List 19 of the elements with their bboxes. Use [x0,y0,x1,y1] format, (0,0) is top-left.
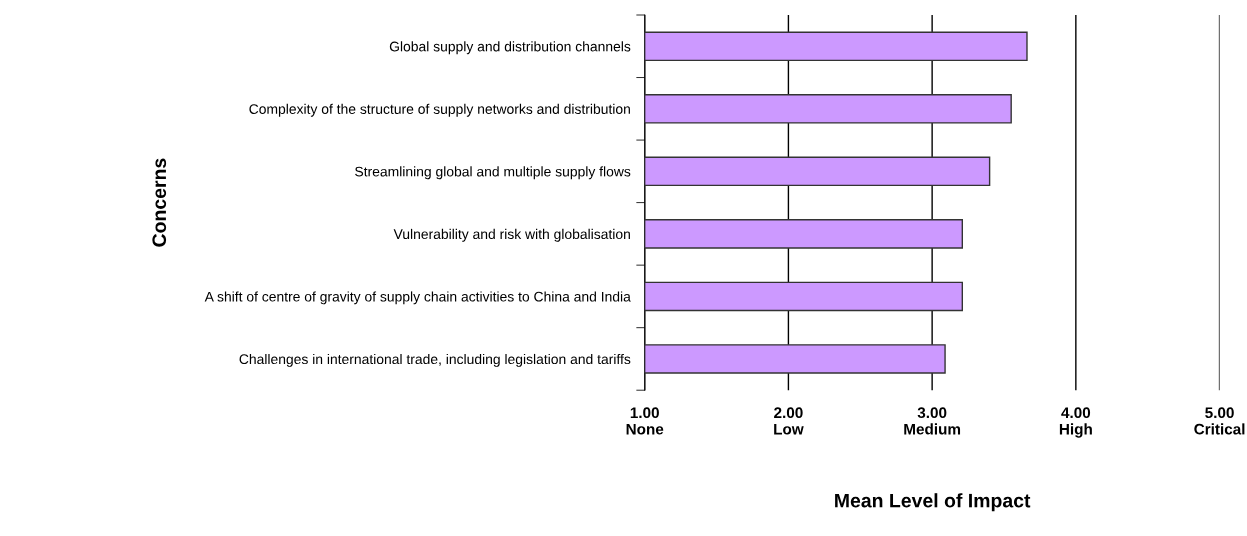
x-axis-title: Mean Level of Impact [835,493,1031,512]
x-tick-label: 4.00 High [1059,407,1092,438]
bar [644,31,1028,62]
x-tick-label: 1.00 None [626,407,664,435]
y-tick-label: Challenges in international trade, including legislation and tariffs [239,353,631,367]
bar [644,281,964,312]
bar [644,94,1012,124]
y-tick-label: Streamlining global and multiple supply flows [355,166,631,180]
x-tick-label: 2.00 Low [774,407,804,435]
y-tick-label: Global supply and distribution channels [389,41,631,55]
y-tick-label: Complexity of the structure of supply networks and distribution [249,103,630,117]
y-axis-title: Concerns [152,158,167,247]
y-tick-label: A shift of centre of gravity of supply chain activities to China and India [204,291,631,305]
bar [644,344,946,374]
x-tick-label: 3.00 Medium [904,407,961,435]
y-tick-label: Vulnerability and risk with globalisation [393,228,630,242]
x-tick-label: 5.00 Critical [1194,407,1245,435]
bar [644,156,991,187]
bar [644,219,964,249]
